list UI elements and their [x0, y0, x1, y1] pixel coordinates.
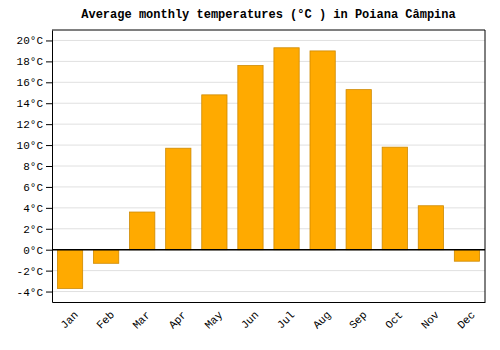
y-tick-mark: [46, 208, 52, 209]
x-tick-label: Oct: [383, 309, 405, 331]
y-tick: -4°C: [17, 287, 52, 299]
y-tick-label: 0°C: [23, 245, 43, 257]
x-tick: Feb: [94, 309, 116, 331]
bar: [57, 250, 82, 289]
x-tick-label: Nov: [419, 309, 442, 332]
y-tick-label: 14°C: [17, 98, 44, 110]
grid-line: [52, 145, 485, 146]
plot: -4°C -2°C 0°C 2°C 4°C 6°C 8°C 10°C 12°C 14°C 16°C 1…: [17, 30, 486, 331]
x-tick-label: Jan: [58, 309, 80, 331]
y-tick: 6°C: [23, 182, 52, 194]
grid-line: [52, 291, 485, 292]
bar: [274, 48, 299, 250]
y-tick-label: 12°C: [17, 119, 44, 131]
y-tick-mark: [46, 61, 52, 62]
y-tick-mark: [46, 292, 52, 293]
y-tick: 2°C: [23, 224, 52, 236]
x-tick: Nov: [419, 309, 442, 332]
y-tick-mark: [46, 82, 52, 83]
y-tick: 0°C: [23, 245, 52, 257]
y-tick: 14°C: [17, 98, 52, 110]
y-tick-label: 6°C: [23, 182, 43, 194]
x-axis-line: [53, 302, 486, 303]
x-tick-label: Feb: [94, 309, 116, 331]
x-tick-label: Aug: [311, 309, 333, 331]
bar: [202, 95, 227, 250]
y-tick: 20°C: [17, 35, 52, 47]
frame: [485, 30, 486, 302]
y-tick: 12°C: [17, 119, 52, 131]
x-tick: Jan: [58, 309, 80, 331]
y-tick: 8°C: [23, 161, 52, 173]
y-tick-mark: [46, 271, 52, 272]
y-axis-line: [52, 31, 53, 303]
bar: [382, 147, 407, 250]
y-tick: -2°C: [17, 266, 52, 278]
x-tick: Jun: [239, 309, 261, 331]
x-tick: Apr: [167, 309, 189, 331]
y-axis: -4°C -2°C 0°C 2°C 4°C 6°C 8°C 10°C 12°C 14°C 16°C 1…: [17, 31, 53, 303]
bar: [130, 212, 155, 250]
y-tick-mark: [46, 145, 52, 146]
y-tick-mark: [46, 229, 52, 230]
x-tick: Aug: [311, 309, 333, 331]
y-tick-label: -2°C: [17, 266, 44, 278]
bar: [310, 51, 335, 250]
y-tick-mark: [46, 124, 52, 125]
x-tick: Jul: [275, 309, 297, 331]
y-tick-mark: [46, 166, 52, 167]
grid-line: [52, 40, 485, 41]
grid-line: [52, 270, 485, 271]
y-tick-label: 2°C: [23, 224, 43, 236]
y-tick-label: 8°C: [23, 161, 43, 173]
x-axis: Jan Feb Mar Apr May Jun Jul Aug Sep Oct Nov Dec: [53, 303, 486, 332]
y-tick-mark: [46, 250, 52, 251]
x-tick: Mar: [131, 309, 153, 331]
grid-line: [52, 124, 485, 125]
y-tick-label: 20°C: [17, 35, 44, 47]
bar: [418, 206, 443, 250]
bar: [93, 250, 118, 264]
x-tick-label: Apr: [167, 309, 189, 331]
chart: -4°C -2°C 0°C 2°C 4°C 6°C 8°C 10°C 12°C 14°C 16°C 1…: [0, 0, 500, 350]
bar: [166, 148, 191, 249]
x-tick-label: Sep: [347, 309, 369, 331]
x-tick-label: May: [203, 309, 226, 332]
x-tick: Dec: [455, 309, 477, 331]
x-tick-label: Mar: [131, 309, 153, 331]
grid-line: [52, 82, 485, 83]
bar: [238, 66, 263, 250]
y-tick-mark: [46, 40, 52, 41]
y-tick-label: 18°C: [17, 56, 44, 68]
x-tick: Sep: [347, 309, 369, 331]
grid-line: [52, 249, 485, 250]
y-tick-label: 10°C: [17, 140, 44, 152]
x-tick: Oct: [383, 309, 405, 331]
grid-line: [52, 103, 485, 104]
y-tick-mark: [46, 103, 52, 104]
bars: [57, 48, 479, 289]
frame: [52, 30, 485, 31]
grid-line: [52, 61, 485, 62]
grid: [52, 40, 485, 291]
grid-line: [52, 186, 485, 187]
x-tick-label: Dec: [455, 309, 477, 331]
y-tick: 18°C: [17, 56, 52, 68]
x-tick: May: [203, 309, 226, 332]
grid-line: [52, 166, 485, 167]
bar: [346, 90, 371, 250]
y-tick-label: -4°C: [17, 287, 44, 299]
zero-line: [52, 249, 485, 251]
y-tick-mark: [46, 187, 52, 188]
x-tick-label: Jul: [275, 309, 297, 331]
y-tick: 16°C: [17, 77, 52, 89]
title: Average monthly temperatures (°C ) in Po…: [81, 8, 455, 22]
y-tick: 10°C: [17, 140, 52, 152]
y-tick: 4°C: [23, 203, 52, 215]
y-tick-label: 4°C: [23, 203, 43, 215]
x-tick-label: Jun: [239, 309, 261, 331]
y-tick-label: 16°C: [17, 77, 44, 89]
bar: [454, 250, 479, 262]
